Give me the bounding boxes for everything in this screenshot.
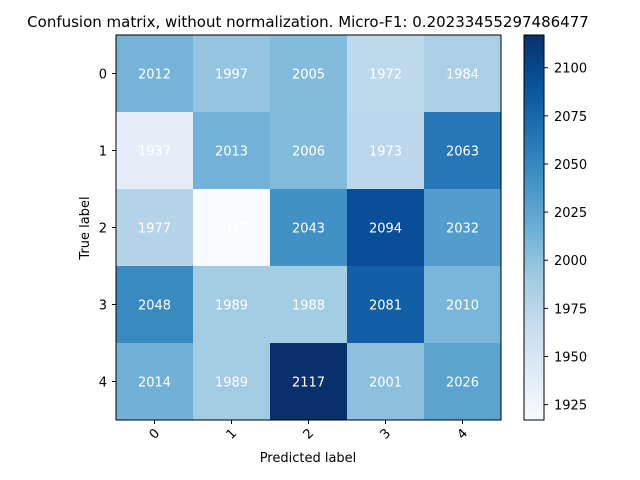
y-axis-label: True label (78, 196, 93, 260)
colorbar-tick-label: 2075 (554, 110, 587, 125)
matrix-cell (347, 112, 425, 190)
y-tick-label: 3 (99, 299, 107, 314)
matrix-cell (116, 35, 194, 113)
cell-value-label: 2043 (292, 222, 325, 237)
matrix-cell (193, 189, 271, 267)
matrix-cell (270, 112, 348, 190)
matrix-cell (424, 112, 502, 190)
matrix-cell (424, 266, 502, 344)
cell-value-label: 1973 (369, 145, 402, 160)
matrix-cell (116, 266, 194, 344)
matrix-cell (193, 266, 271, 344)
matrix-cell (116, 343, 194, 421)
matrix-cell (193, 112, 271, 190)
colorbar-tick-label: 1975 (554, 302, 587, 317)
cell-value-label: 2001 (369, 376, 402, 391)
colorbar-tick-label: 2100 (554, 62, 587, 77)
y-axis-ticks: 0 1 2 3 4 (99, 68, 116, 391)
matrix-cell (424, 189, 502, 267)
matrix-cell (347, 343, 425, 421)
cell-value-label: 2032 (446, 222, 479, 237)
x-tick-label: 4 (455, 426, 471, 442)
x-tick-label: 0 (147, 426, 163, 442)
matrix-cell (270, 266, 348, 344)
x-axis-ticks: 0 1 2 3 4 (147, 420, 471, 443)
cell-value-label: 2005 (292, 68, 325, 83)
cell-value-label: 2013 (215, 145, 248, 160)
matrix-cell (270, 189, 348, 267)
cell-value-label: 1989 (215, 299, 248, 314)
matrix-cells (116, 35, 502, 421)
colorbar-tick-label: 2050 (554, 158, 587, 173)
matrix-cell (193, 343, 271, 421)
colorbar-ticks: 1925 1950 1975 2000 2025 2050 2075 2100 (544, 62, 587, 414)
colorbar-tick-label: 2000 (554, 254, 587, 269)
y-tick-label: 1 (99, 145, 107, 160)
matrix-cell (116, 189, 194, 267)
cell-value-label: 2063 (446, 145, 479, 160)
matrix-cell (347, 266, 425, 344)
x-tick-label: 3 (378, 426, 394, 442)
matrix-cell (347, 35, 425, 113)
x-axis-label: Predicted label (260, 451, 357, 466)
cell-value-label: 1997 (215, 68, 248, 83)
cell-value-label: 1937 (138, 145, 171, 160)
matrix-cell (193, 35, 271, 113)
matrix-cell (270, 343, 348, 421)
cell-value-label: 1989 (215, 376, 248, 391)
cell-value-label: 1972 (369, 68, 402, 83)
cell-value-label: 2081 (369, 299, 402, 314)
colorbar-tick-label: 2025 (554, 206, 587, 221)
colorbar (523, 34, 545, 421)
cell-value-label: 2006 (292, 145, 325, 160)
cell-value-label: 2010 (446, 299, 479, 314)
matrix-cell (347, 189, 425, 267)
cell-value-label: 2026 (446, 376, 479, 391)
x-tick-label: 1 (224, 426, 240, 442)
cell-value-label: 2048 (138, 299, 171, 314)
matrix-cell-labels: 2012 1997 2005 1972 1984 1937 2013 2006 1973 2063… (138, 68, 479, 391)
cell-value-label: 2117 (292, 376, 325, 391)
cell-value-label: 2094 (369, 222, 402, 237)
cell-value-label: 1988 (292, 299, 325, 314)
matrix-cell (116, 112, 194, 190)
cell-value-label: 2012 (138, 68, 171, 83)
y-tick-label: 4 (99, 376, 107, 391)
matrix-cell (270, 35, 348, 113)
chart-title: Confusion matrix, without normalization.… (27, 13, 589, 31)
matrix-cell (424, 343, 502, 421)
y-tick-label: 0 (99, 68, 107, 83)
cell-value-label: 2014 (138, 376, 171, 391)
x-tick-label: 2 (301, 426, 317, 442)
cell-value-label: 1917 (215, 222, 248, 237)
colorbar-tick-label: 1925 (554, 399, 587, 414)
cell-value-label: 1977 (138, 222, 171, 237)
y-tick-label: 2 (99, 222, 107, 237)
colorbar-tick-label: 1950 (554, 350, 587, 365)
cell-value-label: 1984 (446, 68, 479, 83)
matrix-cell (424, 35, 502, 113)
